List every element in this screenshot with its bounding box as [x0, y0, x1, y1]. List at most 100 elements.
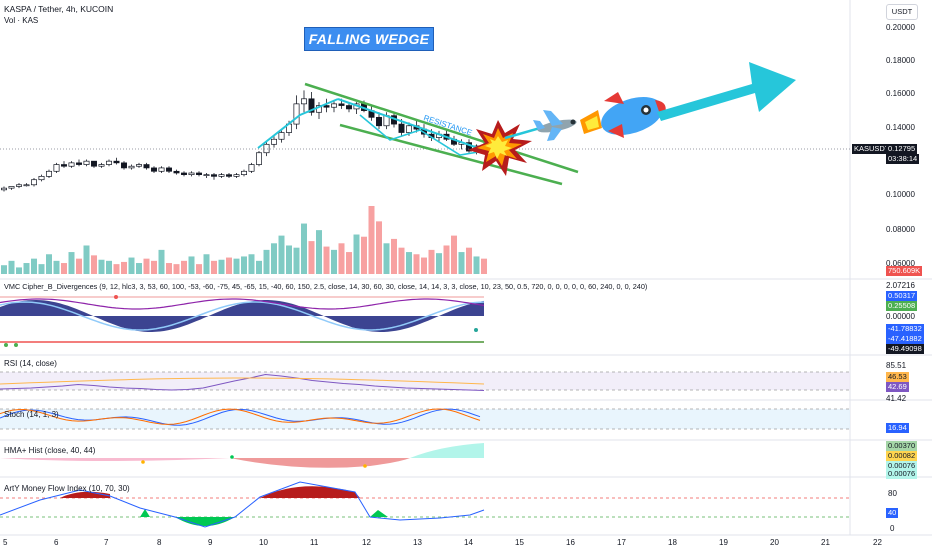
volume-bar: [1, 265, 7, 274]
candlestick: [331, 100, 337, 113]
airplane-icon: [504, 110, 577, 141]
volume-bar: [443, 245, 450, 274]
price-tick: 0.14000: [886, 123, 915, 132]
volume-bar: [458, 252, 465, 274]
rsi-axis-value: 85.51: [886, 361, 907, 370]
price-tick: 0.10000: [886, 190, 915, 199]
volume-bar: [481, 258, 487, 274]
volume-bar: [173, 264, 180, 274]
volume-legend[interactable]: Vol · KAS: [4, 16, 39, 25]
hma-signal-dot: [230, 455, 234, 459]
volume-bar: [113, 264, 120, 274]
rsi-ma-line: [0, 377, 485, 385]
hma-title[interactable]: HMA+ Hist (close, 40, 44): [4, 446, 96, 455]
wedge-lower-line[interactable]: [339, 123, 563, 186]
time-tick: 13: [413, 538, 422, 547]
stoch-title[interactable]: Stoch (14, 1, 3): [4, 410, 59, 419]
volume-bar: [218, 259, 225, 274]
currency-button[interactable]: USDT: [886, 4, 918, 20]
time-tick: 19: [719, 538, 728, 547]
candlestick: [256, 151, 262, 167]
volume-bar: [61, 263, 67, 274]
volume-bar: [91, 255, 97, 274]
volume-bar: [83, 245, 90, 274]
rsi-title[interactable]: RSI (14, close): [4, 359, 57, 368]
hma-positive-area: [410, 443, 484, 458]
time-tick: 16: [566, 538, 575, 547]
volume-bar: [413, 254, 420, 274]
candlestick: [53, 162, 60, 173]
vmc-mfi-line: [0, 298, 485, 310]
mfi-axis-value: 80: [888, 489, 897, 498]
uptrend-line[interactable]: [257, 98, 339, 149]
rsi-axis-value: 46.53: [886, 372, 909, 382]
price-tick: 0.08000: [886, 225, 915, 234]
candlestick: [121, 161, 127, 170]
volume-bar: [143, 258, 150, 274]
volume-bar: [406, 252, 412, 274]
candlestick: [113, 157, 120, 165]
volume-bar: [53, 260, 60, 274]
volume-bar: [23, 263, 30, 274]
time-tick: 10: [259, 538, 268, 547]
candlestick: [203, 172, 210, 179]
volume-bar: [16, 267, 22, 274]
stoch-d-line: [0, 408, 481, 425]
chart-title[interactable]: KASPA / Tether, 4h, KUCOIN: [4, 4, 114, 14]
last-price-tag: 0.12795: [886, 144, 918, 154]
volume-bar: [301, 223, 307, 274]
stoch-pane: [0, 408, 850, 430]
falling-wedge-label: FALLING WEDGE: [304, 27, 434, 51]
volume-bar: [181, 260, 187, 274]
wedge-upper-line[interactable]: [304, 82, 579, 174]
time-tick: 5: [3, 538, 8, 547]
volume-bar: [226, 257, 232, 274]
vmc-axis-value: 0.25508: [886, 301, 918, 311]
time-tick: 20: [770, 538, 779, 547]
time-tick: 22: [873, 538, 882, 547]
vmc-axis-value: -41.78832: [886, 324, 924, 334]
volume-bar: [158, 249, 165, 274]
candlestick: [31, 178, 37, 187]
candlestick: [1, 186, 7, 192]
candlestick: [166, 166, 172, 173]
volume-bar: [338, 243, 345, 274]
volume-bar: [391, 238, 397, 274]
mfi-line: [0, 481, 485, 528]
symbol-tag: KASUSDT: [852, 144, 892, 154]
candlestick: [98, 162, 105, 168]
candlestick: [16, 183, 22, 189]
money-flow-pane: [0, 481, 850, 528]
candlestick: [23, 183, 30, 187]
candlestick: [8, 186, 15, 190]
price-tick: 0.06000: [886, 259, 915, 268]
candlestick: [211, 172, 217, 180]
mfi-oversold-area: [140, 509, 150, 517]
resistance-line[interactable]: [337, 98, 479, 149]
volume-bar: [46, 254, 52, 274]
candlestick: [316, 102, 322, 120]
candlestick: [68, 161, 75, 168]
volume-bar: [346, 252, 352, 274]
candlestick: [38, 174, 45, 182]
candlestick: [368, 105, 375, 121]
hma-signal-dot: [363, 464, 367, 468]
time-tick: 9: [208, 538, 213, 547]
volume-bar: [428, 249, 435, 274]
candlestick: [376, 112, 382, 130]
hma-signal-dot: [141, 460, 145, 464]
time-tick: 14: [464, 538, 473, 547]
mfi-title[interactable]: ArtY Money Flow Index (10, 70, 30): [4, 484, 130, 493]
volume-bar: [196, 264, 202, 274]
volume-bar: [361, 236, 367, 274]
stoch-k-line: [0, 408, 481, 426]
candlestick: [128, 164, 135, 170]
hma-negative-area: [0, 458, 410, 468]
vmc-signal-dot: [4, 343, 8, 347]
candlestick: [233, 172, 240, 179]
volume-bar: [308, 241, 315, 274]
breakout-arrow-icon: [657, 62, 796, 121]
vmc-title[interactable]: VMC Cipher_B_Divergences (9, 12, hlc3, 3…: [4, 282, 648, 291]
